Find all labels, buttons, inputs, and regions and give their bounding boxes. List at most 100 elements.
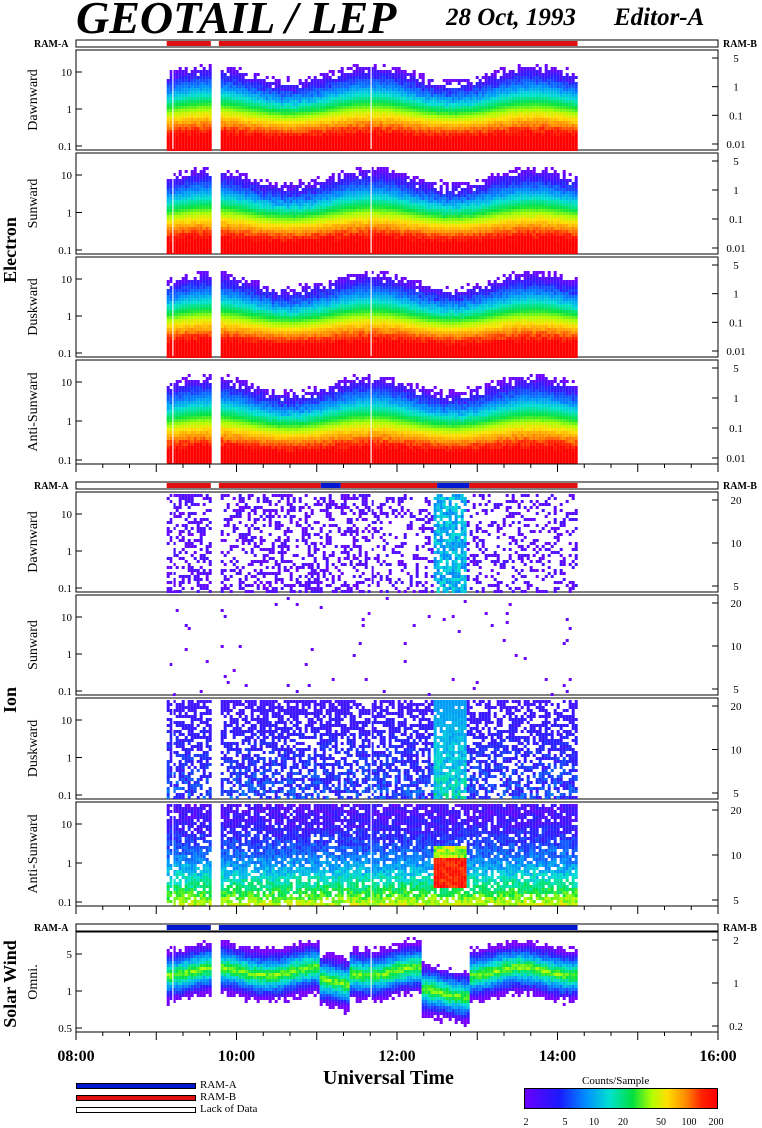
heatmap-cell	[410, 139, 413, 142]
heatmap-cell	[380, 106, 383, 109]
heatmap-cell	[281, 136, 284, 139]
heatmap-cell	[221, 218, 224, 221]
heatmap-cell	[344, 142, 347, 145]
heatmap-cell	[476, 94, 479, 97]
heatmap-cell	[383, 130, 386, 133]
heatmap-cell	[281, 130, 284, 133]
heatmap-cell	[194, 76, 197, 79]
heatmap-cell	[236, 215, 239, 218]
heatmap-cell	[227, 194, 230, 197]
heatmap-cell	[539, 142, 542, 145]
heatmap-cell	[224, 106, 227, 109]
heatmap-cell	[524, 136, 527, 139]
heatmap-cell	[200, 206, 203, 209]
heatmap-cell	[503, 103, 506, 106]
heatmap-cell	[560, 79, 563, 82]
heatmap-cell	[431, 121, 434, 124]
heatmap-cell	[170, 185, 173, 188]
heatmap-cell	[491, 127, 494, 130]
heatmap-cell	[530, 133, 533, 136]
heatmap-cell	[326, 239, 329, 242]
heatmap-cell	[272, 127, 275, 130]
heatmap-cell	[374, 139, 377, 142]
heatmap-cell	[482, 109, 485, 112]
heatmap-cell	[209, 133, 212, 136]
heatmap-cell	[464, 121, 467, 124]
heatmap-cell	[566, 136, 569, 139]
heatmap-cell	[401, 136, 404, 139]
heatmap-cell	[227, 100, 230, 103]
heatmap-cell	[284, 227, 287, 230]
heatmap-cell	[470, 148, 473, 151]
heatmap-cell	[314, 197, 317, 200]
heatmap-cell	[209, 248, 212, 251]
heatmap-cell	[308, 251, 311, 254]
heatmap-cell	[188, 127, 191, 130]
heatmap-cell	[521, 139, 524, 142]
heatmap-cell	[326, 248, 329, 251]
heatmap-cell	[302, 239, 305, 242]
heatmap-cell	[302, 100, 305, 103]
heatmap-cell	[203, 67, 206, 70]
heatmap-cell	[224, 145, 227, 148]
heatmap-cell	[230, 115, 233, 118]
heatmap-cell	[530, 103, 533, 106]
heatmap-cell	[245, 179, 248, 182]
heatmap-cell	[302, 118, 305, 121]
heatmap-cell	[314, 194, 317, 197]
heatmap-cell	[569, 79, 572, 82]
heatmap-cell	[326, 191, 329, 194]
heatmap-cell	[272, 133, 275, 136]
heatmap-cell	[236, 106, 239, 109]
heatmap-cell	[221, 182, 224, 185]
heatmap-cell	[275, 206, 278, 209]
heatmap-cell	[359, 73, 362, 76]
heatmap-cell	[290, 109, 293, 112]
heatmap-cell	[275, 82, 278, 85]
heatmap-cell	[518, 136, 521, 139]
heatmap-cell	[368, 91, 371, 94]
heatmap-cell	[179, 188, 182, 191]
heatmap-cell	[233, 245, 236, 248]
heatmap-cell	[554, 145, 557, 148]
heatmap-cell	[197, 242, 200, 245]
heatmap-cell	[314, 88, 317, 91]
heatmap-cell	[470, 133, 473, 136]
heatmap-cell	[527, 85, 530, 88]
heatmap-cell	[389, 97, 392, 100]
heatmap-cell	[512, 142, 515, 145]
heatmap-cell	[257, 191, 260, 194]
heatmap-cell	[362, 133, 365, 136]
heatmap-cell	[347, 97, 350, 100]
heatmap-cell	[503, 91, 506, 94]
heatmap-cell	[401, 100, 404, 103]
heatmap-cell	[410, 79, 413, 82]
heatmap-cell	[281, 245, 284, 248]
heatmap-cell	[314, 82, 317, 85]
heatmap-cell	[233, 248, 236, 251]
heatmap-cell	[185, 215, 188, 218]
heatmap-cell	[524, 142, 527, 145]
heatmap-cell	[335, 251, 338, 254]
heatmap-cell	[284, 121, 287, 124]
heatmap-cell	[416, 94, 419, 97]
heatmap-cell	[479, 79, 482, 82]
heatmap-cell	[332, 209, 335, 212]
heatmap-cell	[449, 109, 452, 112]
heatmap-cell	[377, 85, 380, 88]
heatmap-cell	[548, 124, 551, 127]
heatmap-cell	[488, 100, 491, 103]
heatmap-cell	[248, 112, 251, 115]
heatmap-cell	[311, 79, 314, 82]
heatmap-cell	[362, 70, 365, 73]
heatmap-cell	[566, 142, 569, 145]
heatmap-cell	[281, 236, 284, 239]
heatmap-cell	[575, 100, 578, 103]
heatmap-cell	[179, 142, 182, 145]
heatmap-cell	[530, 148, 533, 151]
heatmap-cell	[527, 118, 530, 121]
heatmap-cell	[350, 182, 353, 185]
heatmap-cell	[302, 130, 305, 133]
heatmap-cell	[257, 106, 260, 109]
heatmap-cell	[443, 121, 446, 124]
